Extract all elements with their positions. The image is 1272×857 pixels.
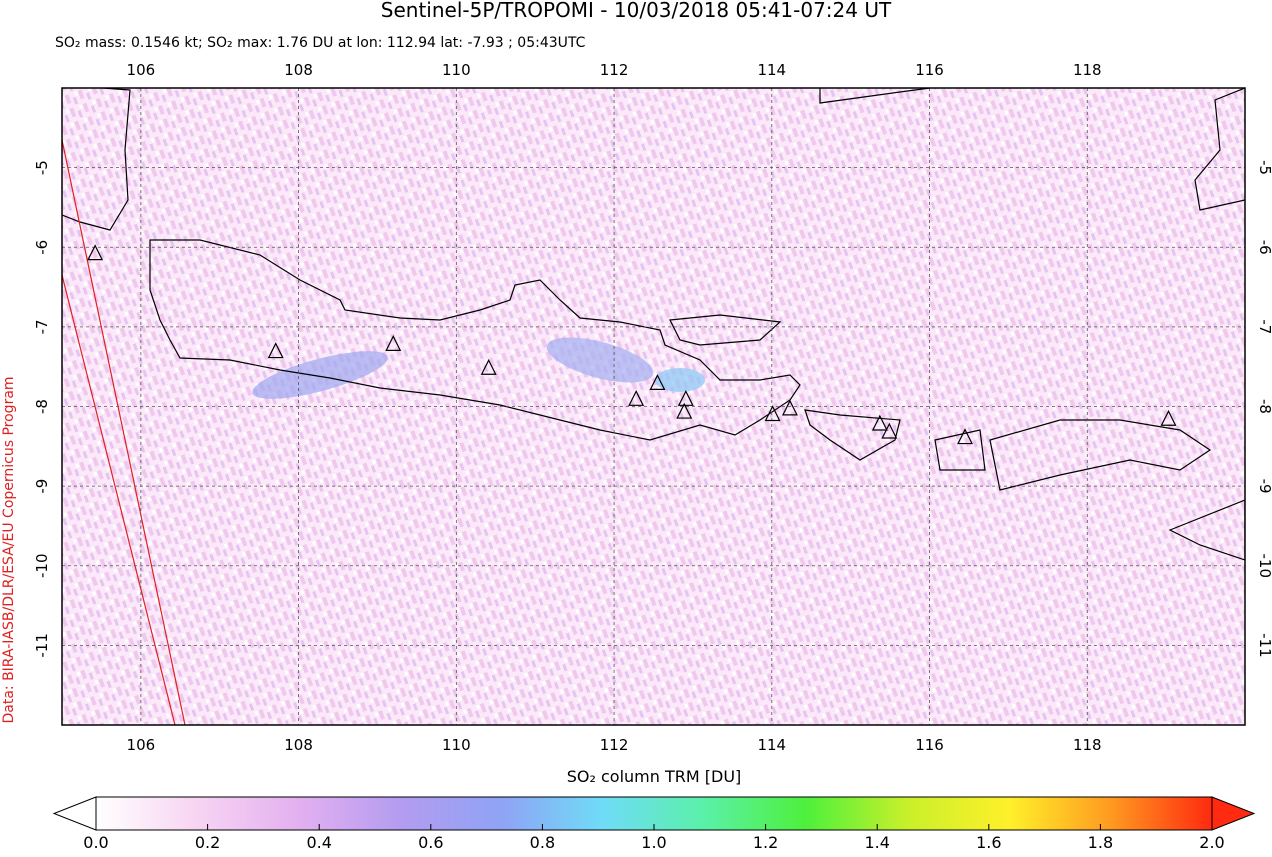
volcano-marker [781, 399, 798, 416]
colorbar-tick-label: 2.0 [1199, 833, 1224, 852]
swath-edges [62, 139, 186, 725]
volcano-marker [385, 335, 402, 351]
colorbar-tick-label: 0.4 [306, 833, 331, 852]
coastlines [62, 88, 1245, 561]
background [62, 88, 1245, 725]
volcano-marker [267, 342, 284, 359]
subtitle: SO₂ mass: 0.1546 kt; SO₂ max: 1.76 DU at… [55, 35, 586, 51]
colorbar-tick-label: 1.8 [1088, 833, 1113, 852]
volcano-marker [480, 358, 497, 375]
colorbar-tick-label: 1.6 [976, 833, 1001, 852]
volcano-marker [1160, 409, 1177, 426]
so2-plumes [252, 337, 705, 399]
volcano-marker [764, 405, 781, 422]
y-tick-label: -6 [33, 240, 51, 255]
credit: Data: BIRA-IASB/DLR/ESA/EU Copernicus Pr… [1, 376, 17, 723]
y-tick-label: -10 [1256, 554, 1272, 579]
colorbar-over [1211, 796, 1256, 831]
volcano-marker [676, 402, 693, 419]
x-tick-label: 118 [1073, 736, 1102, 754]
x-tick-label: 116 [915, 61, 944, 79]
x-tick-label: 114 [757, 61, 786, 79]
y-tick-label: -8 [33, 399, 51, 414]
y-tick-label: -10 [33, 554, 51, 579]
colorbar-tick-label: 1.2 [753, 833, 778, 852]
colorbar-tick-label: 0.6 [418, 833, 443, 852]
x-tick-label: 108 [284, 61, 313, 79]
x-tick-label: 116 [915, 736, 944, 754]
y-tick-label: -5 [1256, 160, 1272, 175]
x-tick-label: 118 [1073, 61, 1102, 79]
x-tick-label: 108 [284, 736, 313, 754]
volcano-marker [649, 374, 666, 391]
x-tick-label: 110 [442, 61, 471, 79]
grid: 106 106 108 108 110 110 112 112 114 114 116 116 118 1… [33, 61, 1272, 754]
colorbar-tick-label: 1.4 [864, 833, 889, 852]
title: Sentinel-5P/TROPOMI - 10/03/2018 05:41-0… [381, 0, 892, 22]
colorbar-under [52, 796, 97, 831]
y-tick-label: -8 [1256, 399, 1272, 414]
plot-frame [61, 87, 1246, 726]
colorbar-tick-label: 0.0 [83, 833, 108, 852]
volcano-marker [628, 389, 645, 406]
plot-area [62, 88, 1245, 725]
y-tick-label: -7 [33, 319, 51, 334]
colorbar-tick-label: 0.2 [195, 833, 220, 852]
x-tick-label: 112 [600, 736, 629, 754]
y-tick-label: -5 [33, 160, 51, 175]
volcano-marker [957, 428, 973, 445]
y-tick-label: -6 [1256, 240, 1272, 255]
x-tick-label: 110 [442, 736, 471, 754]
colorbar-tick-label: 0.8 [530, 833, 555, 852]
y-tick-label: -7 [1256, 319, 1272, 334]
x-tick-label: 114 [757, 736, 786, 754]
volcano-marker [871, 414, 888, 431]
y-tick-label: -9 [33, 479, 51, 494]
volcano-marker [677, 389, 694, 406]
x-tick-label: 106 [127, 61, 156, 79]
y-tick-label: -9 [1256, 479, 1272, 494]
x-tick-label: 106 [127, 736, 156, 754]
x-tick-label: 112 [600, 61, 629, 79]
y-tick-label: -11 [1256, 633, 1272, 658]
colorbar-label: SO₂ column TRM [DU] [567, 767, 742, 786]
volcano-marker [881, 422, 898, 439]
volcano-marker [87, 244, 104, 261]
volcanoes [87, 244, 1177, 445]
colorbar-tick-label: 1.0 [641, 833, 666, 852]
y-tick-label: -11 [33, 633, 51, 658]
